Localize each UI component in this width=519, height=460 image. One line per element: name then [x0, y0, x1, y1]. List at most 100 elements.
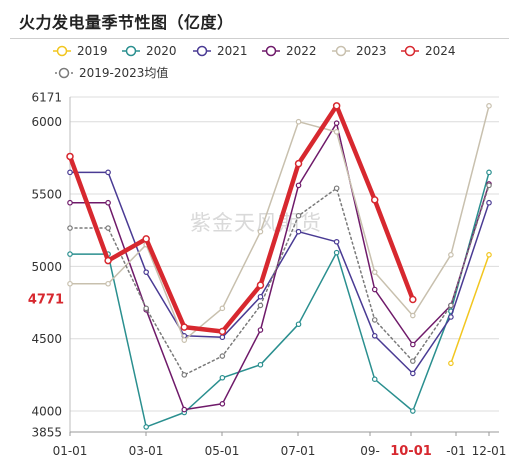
legend-marker-2024 — [404, 45, 416, 57]
point-avg-12-01 — [486, 182, 492, 189]
point-2020-08-01 — [333, 249, 340, 256]
x-tick-label-12-01: 12-01 — [472, 444, 507, 458]
series-line-2020 — [69, 171, 490, 428]
point-2021-06-01 — [257, 293, 264, 300]
legend-label-2024: 2024 — [425, 44, 456, 58]
point-2022-06-01 — [257, 327, 264, 333]
x-tick-label-05-01: 05-01 — [205, 444, 240, 458]
point-2022-04-01 — [181, 406, 188, 413]
point-2021-03-01 — [143, 269, 149, 275]
point-2023-08-01 — [333, 129, 340, 135]
point-2021-11-01 — [448, 314, 454, 320]
point-2024-04-01 — [180, 323, 189, 331]
point-2024-06-01 — [256, 281, 265, 289]
y-tick-label-4500: 4500 — [31, 332, 62, 346]
series-lines — [66, 102, 492, 430]
point-2020-09-01 — [371, 376, 378, 383]
y-tick-label-6171: 6171 — [31, 91, 62, 105]
point-2021-01-01 — [67, 169, 73, 176]
point-2021-08-01 — [333, 238, 340, 245]
legend-label-2021: 2021 — [217, 44, 248, 58]
y-tick-label-6000: 6000 — [31, 115, 62, 129]
point-2023-05-01 — [219, 305, 226, 312]
point-2023-02-01 — [105, 280, 111, 287]
point-2022-01-01 — [67, 199, 73, 206]
point-2021-07-01 — [295, 228, 302, 235]
point-2022-07-01 — [295, 182, 302, 189]
point-2024-02-01 — [104, 256, 112, 265]
point-2023-04-01 — [181, 337, 188, 343]
x-tick-label-10-01: 10-01 — [390, 444, 432, 459]
point-2022-05-01 — [219, 400, 226, 407]
point-2024-01-01 — [66, 152, 74, 161]
point-avg-08-01 — [333, 185, 340, 192]
point-avg-02-01 — [105, 225, 111, 231]
point-2020-07-01 — [295, 321, 302, 328]
series-line-2023 — [69, 105, 490, 341]
title-divider — [10, 38, 509, 39]
series-line-2022 — [69, 122, 490, 411]
legend-label-2019: 2019 — [77, 44, 108, 58]
point-2021-09-01 — [371, 333, 378, 339]
point-2021-05-01 — [219, 334, 226, 341]
point-2024-03-01 — [142, 235, 150, 243]
grid-lines — [70, 96, 499, 433]
series-line-2021 — [69, 171, 490, 375]
point-2023-01-01 — [67, 280, 73, 287]
watermark-text: 紫金天风期货 — [190, 211, 322, 235]
point-2022-08-01 — [333, 120, 340, 126]
point-2020-01-01 — [67, 251, 73, 257]
point-avg-04-01 — [181, 372, 188, 378]
point-avg-09-01 — [371, 317, 378, 323]
legend-marker-2021 — [196, 45, 208, 57]
point-avg-03-01 — [143, 305, 149, 312]
legend-marker-2022 — [265, 45, 277, 57]
chart-title: 火力发电量季节性图（亿度） — [19, 13, 234, 32]
legend-label-2020: 2020 — [146, 44, 177, 58]
point-2024-08-01 — [332, 102, 341, 110]
point-2023-07-01 — [295, 118, 302, 125]
legend-label-avg: 2019-2023均值 — [79, 65, 168, 80]
point-2020-05-01 — [219, 374, 226, 381]
point-2020-03-01 — [143, 424, 149, 430]
point-avg-01-01 — [67, 225, 73, 231]
point-2022-02-01 — [105, 199, 111, 206]
point-avg-10-01 — [410, 358, 416, 364]
legend-marker-2023 — [335, 45, 347, 57]
point-2023-10-01 — [410, 312, 416, 319]
point-2022-09-01 — [371, 286, 378, 293]
legend-marker-2019 — [56, 45, 68, 57]
x-tick-label-01-01: 01-01 — [53, 444, 88, 458]
point-2024-05-01 — [218, 327, 227, 336]
legend-label-2022: 2022 — [286, 44, 317, 58]
point-2024-07-01 — [294, 159, 303, 168]
point-2020-12-01 — [486, 169, 492, 176]
point-2023-12-01 — [486, 103, 492, 109]
y-tick-label-5000: 5000 — [31, 260, 62, 274]
y-tick-label-3855: 3855 — [31, 426, 62, 440]
point-avg-06-01 — [257, 302, 264, 309]
x-tick-label-09-: 09- — [360, 444, 380, 458]
point-2024-09-01 — [370, 196, 379, 204]
legend: 2019 2020 2021 2022 2023 2024 2019-2023均值 — [53, 44, 456, 80]
point-2024-10-01 — [409, 295, 417, 304]
point-2023-06-01 — [257, 228, 264, 235]
legend-marker-2020 — [125, 45, 137, 57]
point-2021-12-01 — [486, 199, 492, 206]
series-line-2024 — [67, 103, 416, 334]
point-2019-12-01 — [486, 252, 492, 258]
point-2020-06-01 — [257, 361, 264, 368]
x-tick-label-03-01: 03-01 — [129, 444, 164, 458]
point-avg-07-01 — [295, 212, 302, 219]
y-tick-label-4771: 4771 — [28, 293, 64, 308]
point-2022-10-01 — [410, 341, 416, 348]
series-line-2019 — [450, 254, 490, 365]
y-tick-label-5500: 5500 — [31, 188, 62, 202]
point-avg-11-01 — [448, 302, 454, 309]
point-2019-11-01 — [448, 360, 454, 367]
point-2020-10-01 — [410, 408, 416, 414]
point-avg-05-01 — [219, 353, 226, 359]
point-2021-10-01 — [410, 370, 416, 377]
legend-label-2023: 2023 — [356, 44, 387, 58]
